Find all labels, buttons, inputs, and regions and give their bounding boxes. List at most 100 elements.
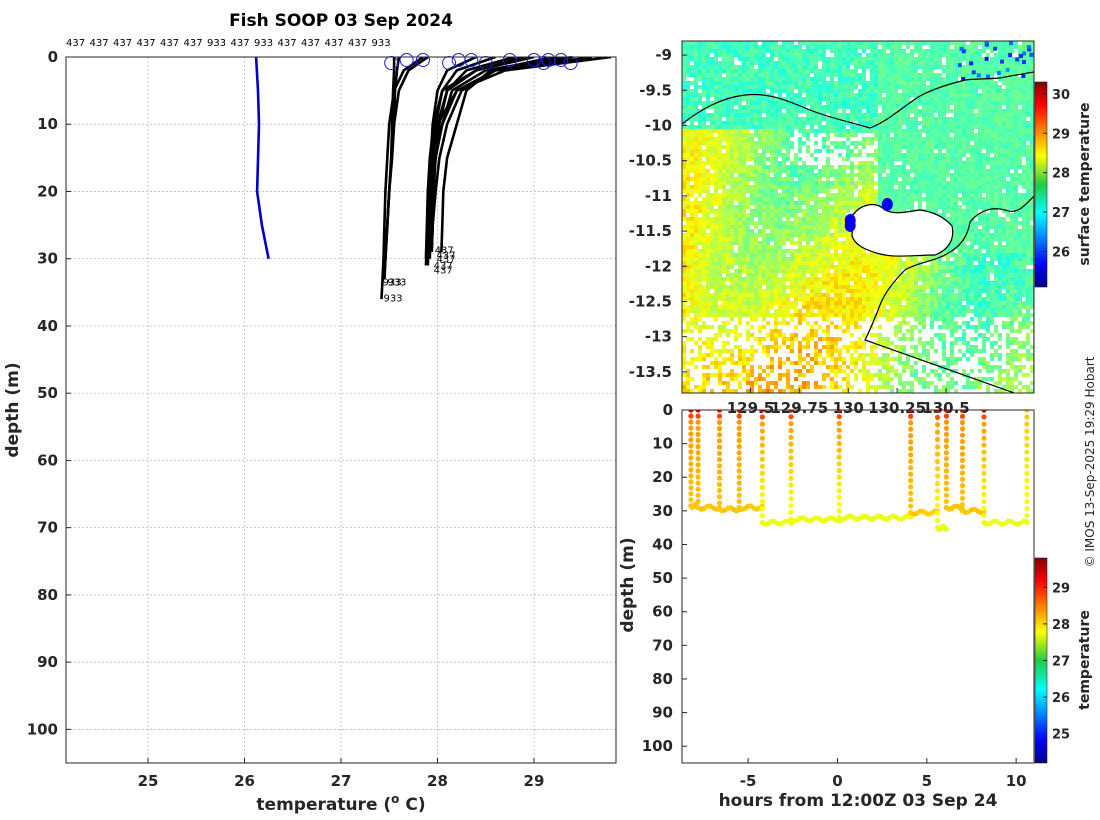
sst-cell [734, 93, 738, 97]
sst-cell [794, 249, 798, 253]
sst-cell [974, 121, 978, 125]
sst-cell [794, 125, 798, 129]
sst-cell [994, 209, 998, 213]
sst-cell [802, 249, 806, 253]
sst-cell [882, 109, 886, 113]
sst-cell [922, 185, 926, 189]
sst-cell [878, 153, 882, 157]
sst-cell [826, 233, 830, 237]
sst-cell [902, 77, 906, 81]
sst-cell [746, 217, 750, 221]
sst-cell [926, 97, 930, 101]
sst-cell [986, 197, 990, 201]
sst-cell [714, 217, 718, 221]
sst-cell [774, 273, 778, 277]
sst-cell [978, 85, 982, 89]
sst-cell [826, 265, 830, 269]
sst-cell [818, 177, 822, 181]
sst-cell [858, 101, 862, 105]
sst-cell [794, 93, 798, 97]
sst-cell [806, 53, 810, 57]
sst-cell [894, 117, 898, 121]
sst-cell [930, 161, 934, 165]
sst-cell [970, 153, 974, 157]
sst-cell [1018, 265, 1022, 269]
sst-cell [1002, 229, 1006, 233]
sst-cell [742, 145, 746, 149]
sst-cell [730, 257, 734, 261]
sst-cell [782, 281, 786, 285]
sst-cell [762, 237, 766, 241]
sst-cell [902, 93, 906, 97]
sst-cell [958, 57, 962, 61]
sst-cell [818, 81, 822, 85]
sst-cell [818, 77, 822, 81]
sst-cell [1006, 73, 1010, 77]
sst-cell [826, 173, 830, 177]
sst-cell [782, 273, 786, 277]
sst-cell [1018, 257, 1022, 261]
sst-cell [878, 133, 882, 137]
sst-cell [758, 197, 762, 201]
sst-cell [770, 217, 774, 221]
sst-cell [806, 65, 810, 69]
sst-cell [994, 237, 998, 241]
sst-cell [1018, 193, 1022, 197]
sst-cell [1030, 241, 1034, 245]
sst-cell [1014, 213, 1018, 217]
sst-cell [762, 201, 766, 205]
sst-cell [842, 69, 846, 73]
sst-cell [778, 101, 782, 105]
x-tick-label: 28 [427, 772, 448, 790]
sst-cell [798, 137, 802, 141]
sst-cell [918, 133, 922, 137]
sst-cell [962, 101, 966, 105]
sst-cell [718, 97, 722, 101]
sst-cell [798, 41, 802, 45]
sst-cell [846, 53, 850, 57]
sst-cell [862, 197, 866, 201]
sst-cell [834, 125, 838, 129]
sst-cell [714, 137, 718, 141]
sst-cell [802, 265, 806, 269]
sst-cell [982, 137, 986, 141]
sst-cell [910, 109, 914, 113]
sst-cell [742, 45, 746, 49]
sst-cell [1018, 65, 1022, 69]
sst-cell [930, 209, 934, 213]
sst-cell [774, 65, 778, 69]
sst-cell [786, 65, 790, 69]
sst-cell [710, 81, 714, 85]
sst-cell [930, 157, 934, 161]
sst-cell [966, 181, 970, 185]
sst-cell [858, 165, 862, 169]
sst-cell [766, 189, 770, 193]
sst-cell [1030, 97, 1034, 101]
sst-cell [814, 177, 818, 181]
sst-cell [746, 53, 750, 57]
sst-cell [914, 153, 918, 157]
sst-cell [714, 61, 718, 65]
sst-cell [958, 85, 962, 89]
sst-cell [954, 181, 958, 185]
sst-cell [930, 261, 934, 265]
sst-cell [746, 85, 750, 89]
sst-cell [730, 221, 734, 225]
sst-cell [838, 105, 842, 109]
sst-cell [822, 201, 826, 205]
sst-cell [798, 265, 802, 269]
sst-cell [810, 237, 814, 241]
sst-cell [730, 101, 734, 105]
sst-cell [950, 157, 954, 161]
sst-cell [1010, 185, 1014, 189]
sst-cell [822, 89, 826, 93]
sst-cell [1026, 153, 1030, 157]
sst-cell [946, 149, 950, 153]
sst-cell [686, 93, 690, 97]
sst-cell [794, 253, 798, 257]
sst-cell [878, 69, 882, 73]
sst-cell [802, 61, 806, 65]
sst-cell [694, 129, 698, 133]
sst-cell [934, 273, 938, 277]
sst-cell [838, 69, 842, 73]
